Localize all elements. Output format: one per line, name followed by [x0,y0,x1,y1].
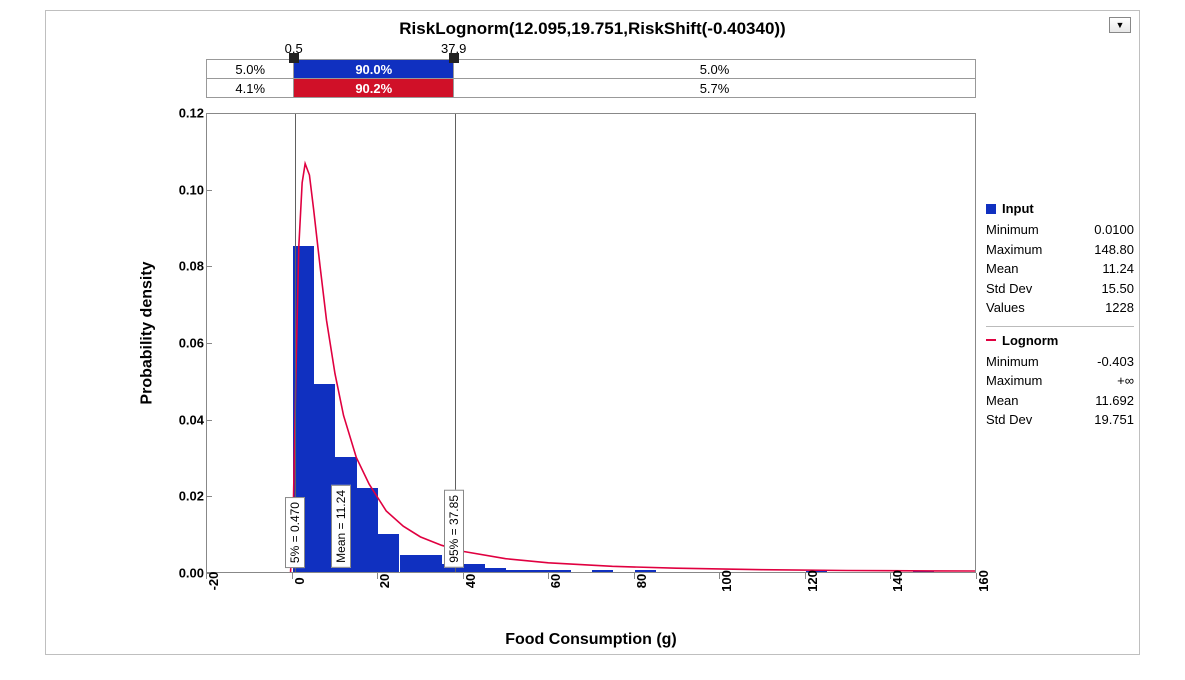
pct-left-2: 4.1% [235,81,265,96]
pct-right-2: 5.7% [700,81,730,96]
delimiter-handle-right[interactable] [449,53,459,63]
histogram-bar [357,488,378,572]
legend-row: Mean11.24 [986,259,1134,279]
x-tick-label: 20 [377,574,392,588]
pct-mid-1: 90.0% [355,62,392,77]
chart-title: RiskLognorm(12.095,19.751,RiskShift(-0.4… [46,19,1139,39]
x-tick-label: 40 [463,574,478,588]
y-tick-label: 0.04 [179,412,204,427]
x-tick-label: -20 [206,572,221,591]
x-tick-label: 0 [292,577,307,584]
legend-input-swatch [986,204,996,214]
histogram-bar [549,570,570,572]
y-tick-label: 0.08 [179,259,204,274]
y-tick-label: 0.02 [179,489,204,504]
legend-row: Values1228 [986,298,1134,318]
histogram-bar [378,534,399,572]
stat-flag-p95: 95% = 37.85 [444,490,464,568]
legend-fit-title: Lognorm [986,333,1134,348]
y-tick-label: 0.12 [179,106,204,121]
legend-fit-swatch [986,339,996,341]
percentile-row-fitted: 4.1% 90.2% 5.7% [206,78,976,98]
legend-row: Minimum-0.403 [986,352,1134,372]
x-axis-label: Food Consumption (g) [206,631,976,649]
legend-fit-label: Lognorm [1002,333,1058,348]
legend-row: Maximum+∞ [986,371,1134,391]
legend-row: Mean11.692 [986,391,1134,411]
percentile-row-theoretical: 5.0% 90.0% 5.0% [206,59,976,79]
chart-container: RiskLognorm(12.095,19.751,RiskShift(-0.4… [45,10,1140,655]
legend-row: Std Dev15.50 [986,279,1134,299]
legend-row: Maximum148.80 [986,240,1134,260]
histogram-bar [464,564,485,572]
pct-left-1: 5.0% [235,62,265,77]
legend-separator [986,326,1134,327]
pct-right-1: 5.0% [700,62,730,77]
legend-panel: Input Minimum0.0100Maximum148.80Mean11.2… [986,201,1134,430]
stat-flag-p5: 5% = 0.470 [285,497,305,568]
y-axis-label: Probability density [139,261,157,404]
chart-menu-dropdown[interactable]: ▼ [1109,17,1131,33]
histogram-bar [400,555,421,572]
stat-flag-mean: Mean = 11.24 [331,485,351,568]
y-tick-label: 0.10 [179,182,204,197]
y-tick-label: 0.06 [179,336,204,351]
legend-row: Std Dev19.751 [986,410,1134,430]
x-tick-label: 120 [805,570,820,592]
legend-input-label: Input [1002,201,1034,216]
legend-row: Minimum0.0100 [986,220,1134,240]
percentile-bars: 5.0% 90.0% 5.0% 4.1% 90.2% 5.7% [206,59,976,98]
x-tick-label: 160 [976,570,991,592]
x-tick-label: 60 [548,574,563,588]
histogram-bar [485,568,506,572]
x-tick-label: 80 [634,574,649,588]
delimiter-handle-left[interactable] [289,53,299,63]
histogram-bar [592,570,613,572]
histogram-bar [421,555,442,572]
histogram-bar [506,570,527,572]
x-tick-label: 100 [719,570,734,592]
plot-area: 5% = 0.470 Mean = 11.24 95% = 37.85 [206,113,976,573]
histogram-bar [635,570,656,572]
histogram-bar [528,570,549,572]
y-tick-label: 0.00 [179,566,204,581]
histogram-bar [913,571,934,572]
x-tick-label: 140 [890,570,905,592]
pct-mid-2: 90.2% [355,81,392,96]
delimiter-labels: 0.5 37.9 [206,41,976,57]
legend-input-title: Input [986,201,1134,216]
